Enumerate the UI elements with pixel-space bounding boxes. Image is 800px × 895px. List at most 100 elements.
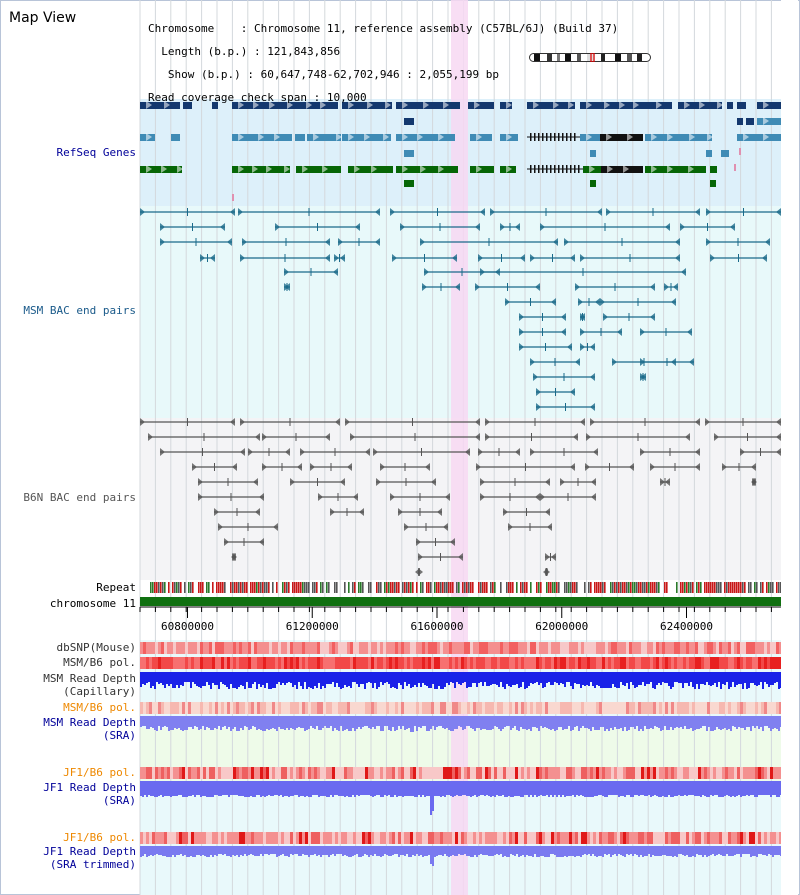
chromosome-ideogram[interactable]	[529, 53, 651, 62]
depth-bar	[404, 781, 406, 796]
repeat-element	[244, 582, 246, 593]
pol-cell	[206, 657, 209, 669]
depth-bar	[708, 846, 710, 856]
depth-bar	[500, 672, 502, 682]
depth-bar	[652, 716, 654, 729]
pol-cell	[521, 702, 524, 714]
pol-cell	[281, 832, 284, 844]
pol-cell	[758, 832, 761, 844]
depth-bar	[178, 781, 180, 795]
bac-end-arrow	[640, 448, 645, 456]
depth-bar	[426, 846, 428, 856]
depth-bar	[630, 781, 632, 797]
bac-end-arrow	[475, 433, 480, 441]
depth-bar	[676, 781, 678, 796]
pol-cell	[167, 642, 170, 654]
pol-cell	[689, 702, 692, 714]
track-label-jf1-b6-pol-2: JF1/B6 pol.	[63, 831, 136, 844]
pol-cell	[275, 657, 278, 669]
bac-end-arrow	[573, 433, 578, 441]
depth-bar	[390, 672, 392, 688]
bac-end-arrow	[300, 448, 305, 456]
pol-cell	[665, 702, 668, 714]
pol-cell	[767, 767, 770, 779]
repeat-element	[618, 582, 620, 593]
exon-tick	[546, 165, 548, 173]
pol-cell	[212, 832, 215, 844]
pol-cell	[578, 702, 581, 714]
pol-cell	[755, 832, 758, 844]
pol-cell	[446, 702, 449, 714]
exon-arrow	[604, 101, 610, 109]
bac-end-arrow	[325, 254, 330, 262]
bac-end-arrow	[425, 463, 430, 471]
pol-cell	[332, 832, 335, 844]
pol-cell	[206, 767, 209, 779]
pol-cell	[506, 767, 509, 779]
pol-cell	[485, 657, 488, 669]
depth-bar	[398, 781, 400, 796]
depth-bar	[586, 716, 588, 728]
repeat-element	[482, 582, 484, 593]
depth-bar	[430, 716, 432, 729]
pol-cell	[188, 657, 191, 669]
pol-cell	[608, 832, 611, 844]
pol-cell	[245, 657, 248, 669]
depth-bar	[532, 846, 534, 857]
depth-bar	[650, 846, 652, 857]
exon-arrow	[607, 165, 613, 173]
depth-bar	[466, 716, 468, 726]
depth-bar	[558, 672, 560, 685]
pol-cell	[758, 657, 761, 669]
depth-bar	[584, 672, 586, 686]
depth-bar	[758, 672, 760, 685]
pol-cell	[344, 642, 347, 654]
depth-bar	[348, 846, 350, 857]
pol-cell	[452, 657, 455, 669]
depth-bar	[748, 672, 750, 688]
depth-bar	[566, 716, 568, 729]
bac-end-arrow	[722, 463, 727, 471]
bac-end-arrow	[478, 448, 483, 456]
depth-bar	[304, 672, 306, 682]
depth-bar	[642, 672, 644, 682]
pol-cell	[149, 702, 152, 714]
bac-end-arrow	[580, 328, 585, 336]
depth-bar	[286, 716, 288, 728]
depth-bar	[322, 716, 324, 728]
depth-bar	[706, 672, 708, 682]
depth-bar	[204, 781, 206, 796]
depth-bar	[352, 672, 354, 682]
pol-cell	[281, 767, 284, 779]
pol-cell	[269, 657, 272, 669]
depth-bar	[522, 781, 524, 797]
pol-cell	[704, 657, 707, 669]
pol-cell	[311, 642, 314, 654]
pol-cell	[350, 832, 353, 844]
depth-bar	[534, 781, 536, 795]
pol-cell	[473, 832, 476, 844]
depth-bar	[274, 672, 276, 688]
pol-cell	[695, 642, 698, 654]
depth-bar	[154, 846, 156, 855]
bac-end-arrow	[561, 313, 566, 321]
gene-row	[232, 166, 290, 173]
depth-bar	[458, 716, 460, 726]
pol-cell	[758, 642, 761, 654]
depth-bar	[536, 781, 538, 797]
depth-bar	[512, 781, 514, 797]
depth-bar	[778, 716, 780, 731]
depth-bar	[380, 672, 382, 682]
bac-end-arrow	[376, 478, 381, 486]
pol-cell	[545, 702, 548, 714]
depth-bar	[432, 781, 434, 811]
pol-cell	[605, 642, 608, 654]
bac-end-arrow	[535, 283, 540, 291]
pol-cell	[473, 702, 476, 714]
exon-arrow	[146, 101, 152, 109]
depth-bar	[320, 716, 322, 730]
pol-cell	[467, 642, 470, 654]
repeat-element	[288, 582, 290, 593]
exon-tick	[578, 165, 580, 173]
